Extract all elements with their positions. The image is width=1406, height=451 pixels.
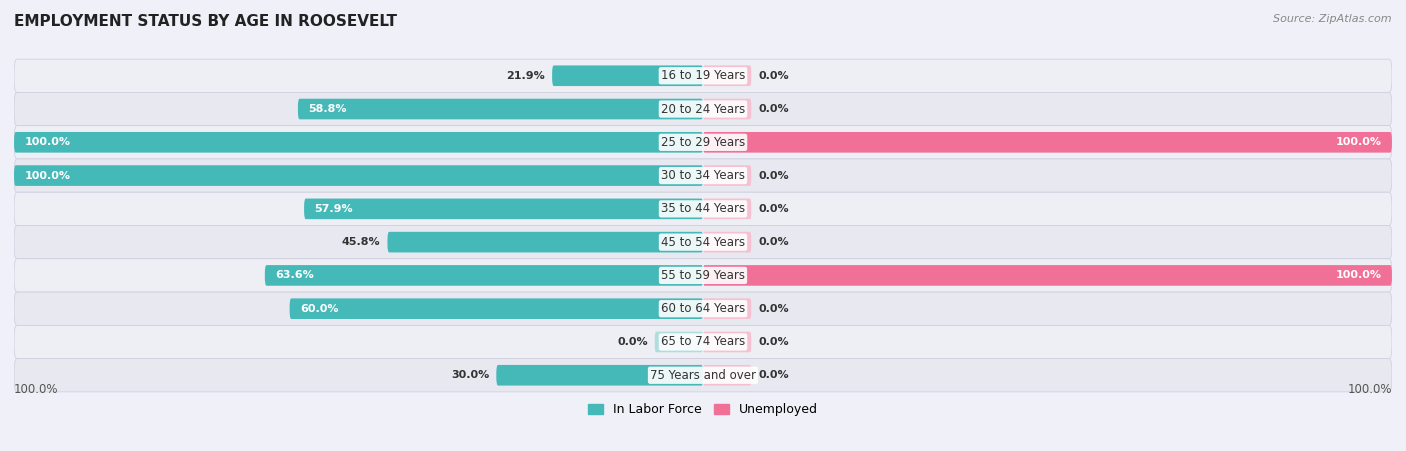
Text: 57.9%: 57.9% — [315, 204, 353, 214]
Text: 20 to 24 Years: 20 to 24 Years — [661, 102, 745, 115]
FancyBboxPatch shape — [388, 232, 703, 253]
Text: 25 to 29 Years: 25 to 29 Years — [661, 136, 745, 149]
Text: 100.0%: 100.0% — [24, 170, 70, 180]
FancyBboxPatch shape — [496, 365, 703, 386]
Text: 75 Years and over: 75 Years and over — [650, 369, 756, 382]
FancyBboxPatch shape — [703, 165, 751, 186]
FancyBboxPatch shape — [703, 232, 751, 253]
FancyBboxPatch shape — [703, 65, 751, 86]
Text: 58.8%: 58.8% — [308, 104, 347, 114]
FancyBboxPatch shape — [703, 99, 751, 120]
FancyBboxPatch shape — [14, 292, 1392, 325]
Text: 60 to 64 Years: 60 to 64 Years — [661, 302, 745, 315]
FancyBboxPatch shape — [14, 259, 1392, 292]
Text: 0.0%: 0.0% — [758, 204, 789, 214]
FancyBboxPatch shape — [14, 226, 1392, 259]
Text: 0.0%: 0.0% — [758, 71, 789, 81]
Text: 35 to 44 Years: 35 to 44 Years — [661, 202, 745, 216]
Text: 100.0%: 100.0% — [1336, 271, 1382, 281]
FancyBboxPatch shape — [304, 198, 703, 219]
Text: 100.0%: 100.0% — [1347, 383, 1392, 396]
FancyBboxPatch shape — [655, 331, 703, 352]
Text: 30 to 34 Years: 30 to 34 Years — [661, 169, 745, 182]
Text: 0.0%: 0.0% — [758, 104, 789, 114]
Text: 0.0%: 0.0% — [758, 237, 789, 247]
Text: 100.0%: 100.0% — [14, 383, 59, 396]
FancyBboxPatch shape — [14, 359, 1392, 392]
FancyBboxPatch shape — [703, 132, 1392, 152]
FancyBboxPatch shape — [290, 299, 703, 319]
FancyBboxPatch shape — [703, 365, 751, 386]
Text: 65 to 74 Years: 65 to 74 Years — [661, 336, 745, 349]
FancyBboxPatch shape — [298, 99, 703, 120]
FancyBboxPatch shape — [14, 126, 1392, 159]
Text: 0.0%: 0.0% — [758, 337, 789, 347]
FancyBboxPatch shape — [703, 265, 1392, 286]
FancyBboxPatch shape — [14, 132, 703, 152]
Text: 0.0%: 0.0% — [758, 370, 789, 380]
Text: Source: ZipAtlas.com: Source: ZipAtlas.com — [1274, 14, 1392, 23]
Text: 45 to 54 Years: 45 to 54 Years — [661, 235, 745, 249]
Text: 30.0%: 30.0% — [451, 370, 489, 380]
FancyBboxPatch shape — [703, 299, 751, 319]
FancyBboxPatch shape — [14, 325, 1392, 359]
FancyBboxPatch shape — [703, 198, 751, 219]
Text: 0.0%: 0.0% — [617, 337, 648, 347]
FancyBboxPatch shape — [14, 159, 1392, 192]
FancyBboxPatch shape — [14, 92, 1392, 126]
FancyBboxPatch shape — [14, 192, 1392, 226]
Text: 55 to 59 Years: 55 to 59 Years — [661, 269, 745, 282]
Text: 45.8%: 45.8% — [342, 237, 381, 247]
Text: EMPLOYMENT STATUS BY AGE IN ROOSEVELT: EMPLOYMENT STATUS BY AGE IN ROOSEVELT — [14, 14, 396, 28]
FancyBboxPatch shape — [14, 165, 703, 186]
FancyBboxPatch shape — [14, 59, 1392, 92]
Text: 100.0%: 100.0% — [24, 137, 70, 147]
FancyBboxPatch shape — [264, 265, 703, 286]
Text: 63.6%: 63.6% — [276, 271, 314, 281]
Text: 21.9%: 21.9% — [506, 71, 546, 81]
FancyBboxPatch shape — [553, 65, 703, 86]
Text: 100.0%: 100.0% — [1336, 137, 1382, 147]
FancyBboxPatch shape — [703, 331, 751, 352]
Text: 16 to 19 Years: 16 to 19 Years — [661, 69, 745, 82]
Text: 0.0%: 0.0% — [758, 304, 789, 314]
Text: 0.0%: 0.0% — [758, 170, 789, 180]
Text: 60.0%: 60.0% — [299, 304, 339, 314]
Legend: In Labor Force, Unemployed: In Labor Force, Unemployed — [583, 399, 823, 422]
